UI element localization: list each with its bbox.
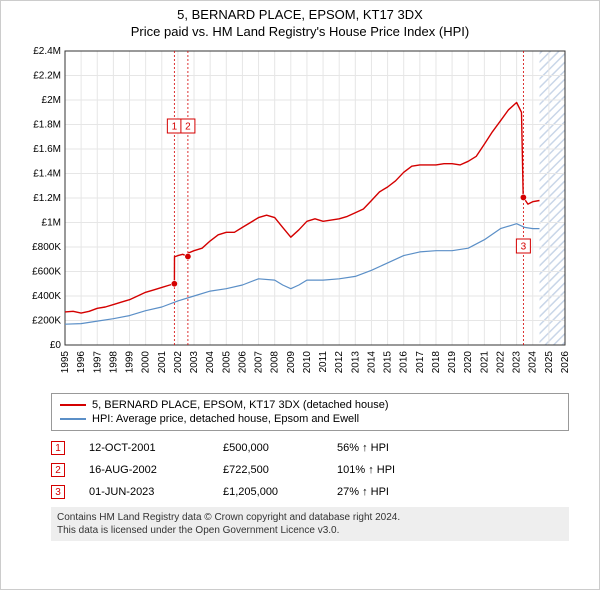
svg-text:2011: 2011 bbox=[318, 351, 329, 373]
svg-text:2012: 2012 bbox=[334, 351, 345, 374]
svg-text:£400K: £400K bbox=[32, 291, 61, 302]
event-date: 12-OCT-2001 bbox=[89, 442, 199, 454]
svg-text:1996: 1996 bbox=[76, 351, 87, 374]
legend-label: HPI: Average price, detached house, Epso… bbox=[92, 413, 359, 425]
footnote-line2: This data is licensed under the Open Gov… bbox=[57, 524, 563, 537]
footnote: Contains HM Land Registry data © Crown c… bbox=[51, 507, 569, 541]
event-date: 01-JUN-2023 bbox=[89, 486, 199, 498]
svg-text:2019: 2019 bbox=[447, 351, 458, 374]
svg-text:£2.2M: £2.2M bbox=[33, 71, 61, 82]
svg-text:£1M: £1M bbox=[42, 218, 61, 229]
svg-text:1999: 1999 bbox=[125, 351, 136, 374]
svg-text:£1.2M: £1.2M bbox=[33, 193, 61, 204]
svg-text:2002: 2002 bbox=[173, 351, 184, 374]
svg-text:1998: 1998 bbox=[108, 351, 119, 374]
legend-swatch bbox=[60, 418, 86, 420]
event-row: 1 12-OCT-2001 £500,000 56% ↑ HPI bbox=[51, 437, 569, 459]
svg-text:2003: 2003 bbox=[189, 351, 200, 374]
svg-text:2024: 2024 bbox=[528, 351, 539, 374]
svg-text:1: 1 bbox=[172, 122, 178, 133]
legend-item: HPI: Average price, detached house, Epso… bbox=[60, 412, 560, 426]
svg-text:1997: 1997 bbox=[92, 351, 103, 374]
legend-swatch bbox=[60, 404, 86, 406]
event-hpi: 56% ↑ HPI bbox=[337, 442, 447, 454]
chart-title: 5, BERNARD PLACE, EPSOM, KT17 3DX bbox=[1, 1, 599, 22]
svg-text:2005: 2005 bbox=[221, 351, 232, 374]
event-hpi: 101% ↑ HPI bbox=[337, 464, 447, 476]
svg-text:2022: 2022 bbox=[495, 351, 506, 374]
legend-label: 5, BERNARD PLACE, EPSOM, KT17 3DX (detac… bbox=[92, 399, 389, 411]
svg-text:2: 2 bbox=[185, 122, 191, 133]
svg-text:£2M: £2M bbox=[42, 95, 61, 106]
event-row: 2 16-AUG-2002 £722,500 101% ↑ HPI bbox=[51, 459, 569, 481]
svg-text:2016: 2016 bbox=[399, 351, 410, 374]
svg-text:2009: 2009 bbox=[286, 351, 297, 374]
svg-text:£200K: £200K bbox=[32, 316, 61, 327]
chart-card: 5, BERNARD PLACE, EPSOM, KT17 3DX Price … bbox=[0, 0, 600, 590]
svg-text:£2.4M: £2.4M bbox=[33, 46, 61, 57]
event-hpi: 27% ↑ HPI bbox=[337, 486, 447, 498]
svg-text:2021: 2021 bbox=[479, 351, 490, 374]
event-marker: 2 bbox=[51, 463, 65, 477]
svg-text:2015: 2015 bbox=[383, 351, 394, 374]
svg-text:2025: 2025 bbox=[544, 351, 555, 374]
event-marker: 1 bbox=[51, 441, 65, 455]
svg-text:2026: 2026 bbox=[560, 351, 571, 374]
event-date: 16-AUG-2002 bbox=[89, 464, 199, 476]
svg-text:2010: 2010 bbox=[302, 351, 313, 374]
svg-text:2013: 2013 bbox=[350, 351, 361, 374]
svg-text:2023: 2023 bbox=[512, 351, 523, 374]
events-table: 1 12-OCT-2001 £500,000 56% ↑ HPI 2 16-AUG-200… bbox=[51, 437, 569, 503]
line-chart: £0 £200K £400K £600K £800K £1M £1.2M £1.4M £1.6M… bbox=[21, 45, 581, 385]
event-price: £722,500 bbox=[223, 464, 313, 476]
footnote-line1: Contains HM Land Registry data © Crown c… bbox=[57, 511, 563, 524]
svg-text:2014: 2014 bbox=[366, 351, 377, 374]
legend-item: 5, BERNARD PLACE, EPSOM, KT17 3DX (detac… bbox=[60, 398, 560, 412]
chart-area: £0 £200K £400K £600K £800K £1M £1.2M £1.4M £1.6M… bbox=[21, 45, 581, 385]
svg-text:£0: £0 bbox=[50, 340, 62, 351]
svg-text:1995: 1995 bbox=[60, 351, 71, 374]
svg-text:2007: 2007 bbox=[254, 351, 265, 374]
svg-text:2006: 2006 bbox=[237, 351, 248, 374]
event-marker: 3 bbox=[51, 485, 65, 499]
event-price: £1,205,000 bbox=[223, 486, 313, 498]
event-price: £500,000 bbox=[223, 442, 313, 454]
svg-text:2018: 2018 bbox=[431, 351, 442, 374]
event-row: 3 01-JUN-2023 £1,205,000 27% ↑ HPI bbox=[51, 481, 569, 503]
legend: 5, BERNARD PLACE, EPSOM, KT17 3DX (detac… bbox=[51, 393, 569, 431]
svg-text:£600K: £600K bbox=[32, 267, 61, 278]
svg-text:£1.6M: £1.6M bbox=[33, 144, 61, 155]
svg-text:2000: 2000 bbox=[141, 351, 152, 374]
svg-text:3: 3 bbox=[521, 242, 527, 253]
svg-text:2008: 2008 bbox=[270, 351, 281, 374]
svg-text:£1.4M: £1.4M bbox=[33, 169, 61, 180]
svg-text:2001: 2001 bbox=[157, 351, 168, 374]
svg-text:£800K: £800K bbox=[32, 242, 61, 253]
svg-text:£1.8M: £1.8M bbox=[33, 120, 61, 131]
chart-subtitle: Price paid vs. HM Land Registry's House … bbox=[1, 22, 599, 45]
svg-text:2004: 2004 bbox=[205, 351, 216, 374]
svg-text:2017: 2017 bbox=[415, 351, 426, 374]
svg-text:2020: 2020 bbox=[463, 351, 474, 374]
